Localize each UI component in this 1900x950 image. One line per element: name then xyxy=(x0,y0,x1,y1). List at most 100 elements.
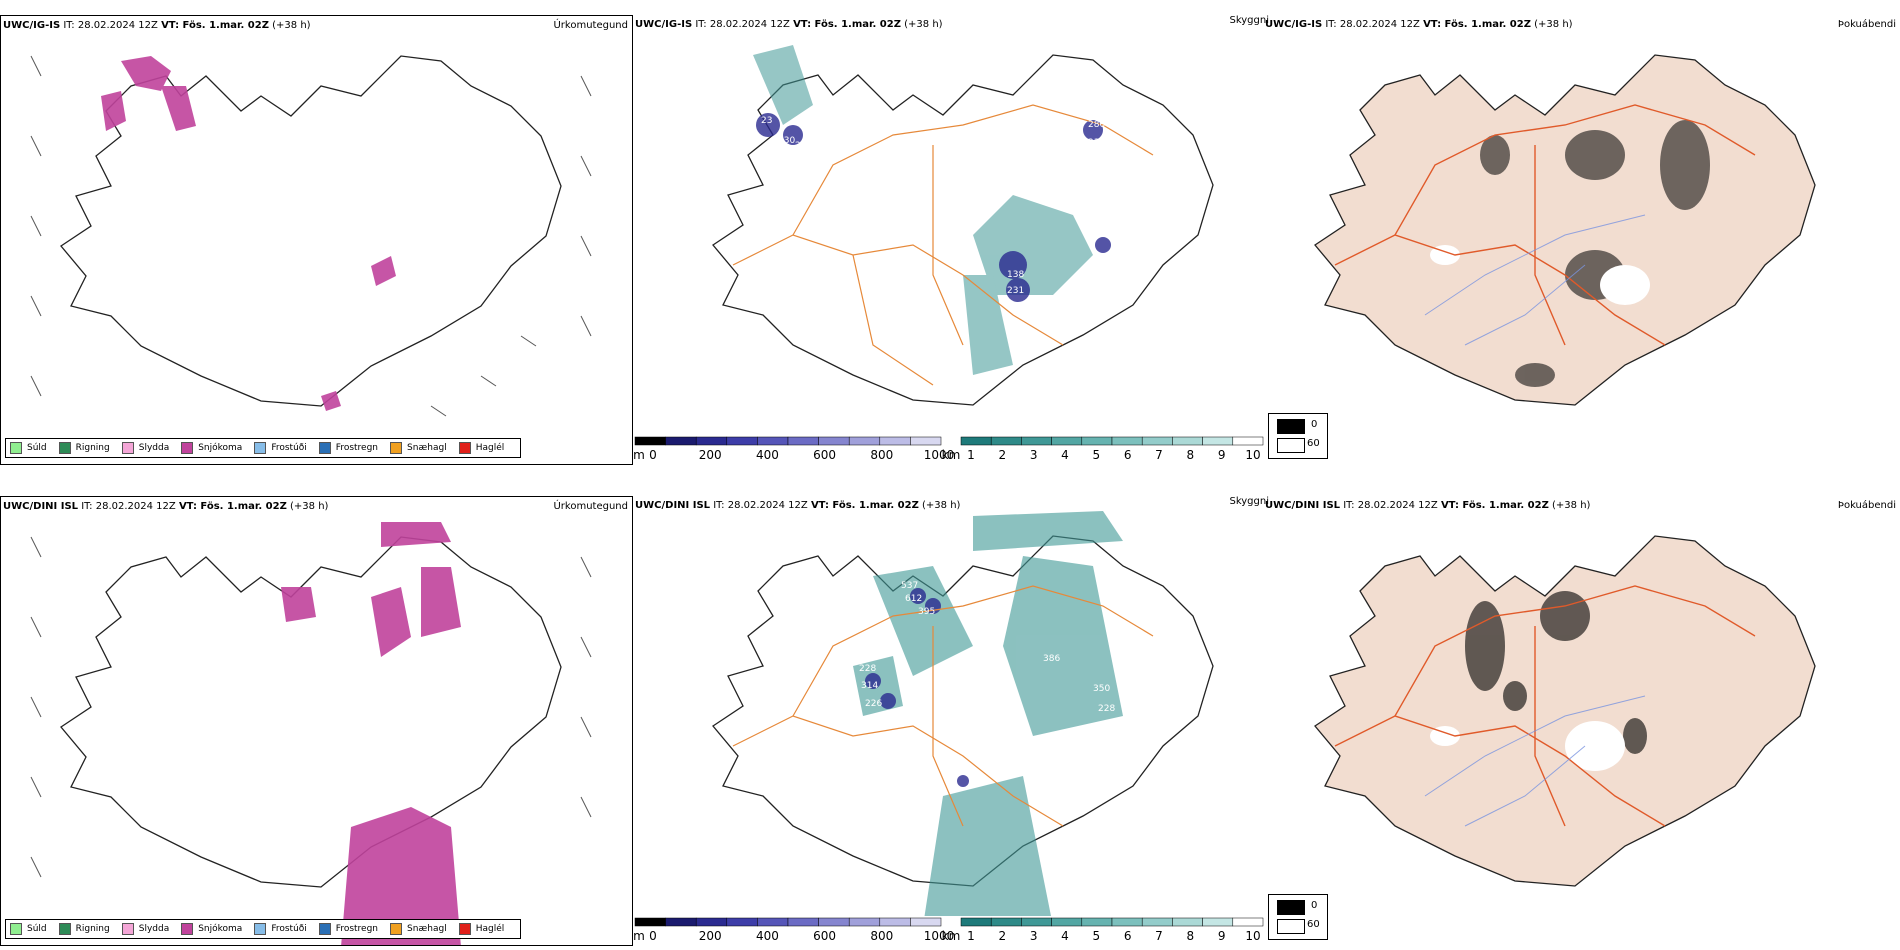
colorbar-bin-km xyxy=(1051,917,1083,927)
colorbar-bin-km xyxy=(1232,917,1264,927)
colorbar-tick-km: 1 xyxy=(967,929,975,943)
colorbar-tick-km: 1 xyxy=(967,448,975,462)
colorbar-tick-km: 7 xyxy=(1155,448,1163,462)
colorbar-tick-m: 800 xyxy=(870,929,893,943)
colorbar-bin-m xyxy=(634,917,666,927)
visibility-value: 350 xyxy=(1093,684,1110,694)
panel-field-label: Þokuábendi xyxy=(1837,500,1896,511)
colorbar-tick-km: 4 xyxy=(1061,929,1069,943)
visibility-value: 200 xyxy=(1008,729,1025,739)
visibility-value: 230 xyxy=(1088,138,1105,148)
colorbar-tick-km: 10 xyxy=(1245,448,1260,462)
visibility-value: 138 xyxy=(1007,270,1024,280)
colorbar-tick-m: 600 xyxy=(813,448,836,462)
colorbar-tick-km: 6 xyxy=(1124,929,1132,943)
colorbar-tick-km: 9 xyxy=(1218,929,1226,943)
colorbar-bin-m xyxy=(787,436,819,446)
panel-field-label: Skyggni xyxy=(1229,496,1269,507)
colorbar-bin-km xyxy=(1141,436,1173,446)
colorbar-tick-km: 7 xyxy=(1155,929,1163,943)
colorbar-tick-km: 8 xyxy=(1187,929,1195,943)
panel-header: UWC/DINI ISL IT: 28.02.2024 12Z VT: Fös.… xyxy=(635,500,961,511)
visibility-colorbar: m 0 200 400 600 800 1000 km 1 2 3 4 5 6 7 8 9 10 xyxy=(633,435,1273,463)
colorbar-bin-m xyxy=(787,917,819,927)
visibility-value: 28 xyxy=(795,141,807,151)
fog-index-map-igis: UWC/IG-IS IT: 28.02.2024 12Z VT: Fös. 1.… xyxy=(1265,15,1900,465)
colorbar-bin-m xyxy=(695,436,728,446)
panel-header: UWC/DINI ISL IT: 28.02.2024 12Z VT: Fös.… xyxy=(1265,500,1591,511)
precip-type-legend: Súld Rigning Slydda Snjókoma Frostúði Fr… xyxy=(5,919,522,939)
colorbar-tick-km: 3 xyxy=(1030,929,1038,943)
colorbar-unit-km: km xyxy=(942,929,961,943)
colorbar-bin-m xyxy=(879,436,911,446)
panel-header: UWC/IG-IS IT: 28.02.2024 12Z VT: Fös. 1.… xyxy=(3,20,311,31)
iceland-map xyxy=(30,55,592,417)
visibility-value: 17 xyxy=(1013,303,1024,313)
colorbar-tick-m: 400 xyxy=(756,448,779,462)
colorbar-bin-km xyxy=(1051,436,1083,446)
visibility-value: 386 xyxy=(1043,654,1060,664)
colorbar-tick-m: 1000 xyxy=(924,448,955,462)
colorbar-tick-km: 10 xyxy=(1245,929,1260,943)
colorbar-bin-m xyxy=(848,436,881,446)
panel-field-label: Skyggni xyxy=(1229,15,1269,26)
colorbar-tick-km: 8 xyxy=(1187,448,1195,462)
visibility-value: 230 xyxy=(778,136,795,146)
colorbar-bin-m xyxy=(910,436,942,446)
visibility-value: 315 xyxy=(953,674,970,684)
colorbar-tick-m: 1000 xyxy=(924,929,955,943)
colorbar-bin-km xyxy=(1111,436,1143,446)
colorbar-bin-m xyxy=(757,436,789,446)
colorbar-bin-m xyxy=(818,917,850,927)
colorbar-bin-m xyxy=(665,436,697,446)
colorbar-tick-km: 5 xyxy=(1093,448,1101,462)
visibility-value: 395 xyxy=(918,607,935,617)
colorbar-bin-km xyxy=(1021,917,1052,927)
colorbar-tick-m: 200 xyxy=(699,448,722,462)
panel-field-label: Úrkomutegund xyxy=(553,20,628,31)
colorbar-bin-m xyxy=(726,436,758,446)
visibility-value: 23 xyxy=(761,116,772,126)
panel-header: UWC/DINI ISL IT: 28.02.2024 12Z VT: Fös.… xyxy=(3,501,329,512)
colorbar-bin-km xyxy=(990,436,1022,446)
visibility-value: 551 xyxy=(1088,276,1105,286)
colorbar-bin-m xyxy=(818,436,850,446)
colorbar-tick-m: 0 xyxy=(649,448,657,462)
iceland-map: 537 612 395 228 314 226 315 386 350 228 … xyxy=(712,511,1214,916)
colorbar-bin-km xyxy=(1141,917,1173,927)
colorbar-bin-km xyxy=(1232,436,1264,446)
colorbar-bin-m xyxy=(910,917,942,927)
panel-header: UWC/IG-IS IT: 28.02.2024 12Z VT: Fös. 1.… xyxy=(1265,19,1573,30)
colorbar-bin-m xyxy=(695,917,728,927)
visibility-map-igis: UWC/IG-IS IT: 28.02.2024 12Z VT: Fös. 1.… xyxy=(633,15,1273,465)
fog-index-map-dini: UWC/DINI ISL IT: 28.02.2024 12Z VT: Fös.… xyxy=(1265,496,1900,946)
fog-index-legend: 0 60 xyxy=(1268,894,1328,940)
visibility-value: 72 xyxy=(1133,586,1144,596)
colorbar-tick-km: 5 xyxy=(1093,929,1101,943)
visibility-value: 2 xyxy=(1101,258,1107,268)
colorbar-bin-km xyxy=(1081,917,1113,927)
colorbar-bin-m xyxy=(665,917,697,927)
colorbar-bin-m xyxy=(848,917,881,927)
colorbar-bin-m xyxy=(726,917,758,927)
colorbar-bin-km xyxy=(960,917,992,927)
visibility-value: 280 xyxy=(1088,120,1105,130)
panel-header: UWC/IG-IS IT: 28.02.2024 12Z VT: Fös. 1.… xyxy=(635,19,943,30)
colorbar-bin-m xyxy=(879,917,911,927)
colorbar-tick-km: 6 xyxy=(1124,448,1132,462)
colorbar-bin-m xyxy=(757,917,789,927)
precip-type-legend: Súld Rigning Slydda Snjókoma Frostúði Fr… xyxy=(5,438,522,458)
colorbar-unit-m: m xyxy=(633,448,645,462)
precip-type-map-igis: UWC/IG-IS IT: 28.02.2024 12Z VT: Fös. 1.… xyxy=(0,15,633,465)
precip-type-map-dini: UWC/DINI ISL IT: 28.02.2024 12Z VT: Fös.… xyxy=(0,496,633,946)
panel-field-label: Þokuábendi xyxy=(1837,19,1896,30)
colorbar-tick-km: 3 xyxy=(1030,448,1038,462)
visibility-map-dini: UWC/DINI ISL IT: 28.02.2024 12Z VT: Fös.… xyxy=(633,496,1273,946)
iceland-map xyxy=(1314,54,1816,406)
colorbar-bin-km xyxy=(990,917,1022,927)
fog-index-legend: 0 60 xyxy=(1268,413,1328,459)
colorbar-bin-m xyxy=(634,436,666,446)
colorbar-tick-km: 2 xyxy=(999,448,1007,462)
